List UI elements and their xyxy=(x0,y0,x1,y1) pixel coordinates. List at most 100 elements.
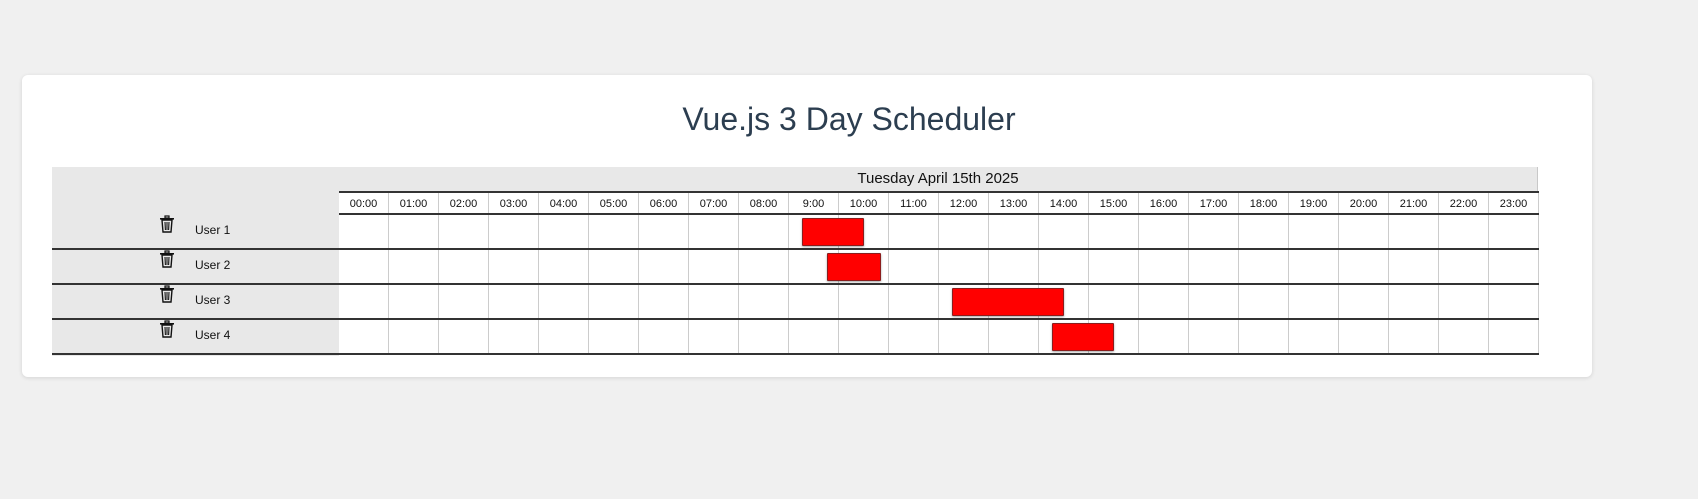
time-slot[interactable] xyxy=(1489,285,1539,318)
time-slot[interactable] xyxy=(1389,320,1439,353)
event-block[interactable] xyxy=(801,218,864,246)
time-slot[interactable] xyxy=(1339,320,1389,353)
time-slot[interactable] xyxy=(1289,285,1339,318)
time-slot[interactable] xyxy=(1339,250,1389,283)
time-slot[interactable] xyxy=(1189,320,1239,353)
time-slot[interactable] xyxy=(439,250,489,283)
time-slot[interactable] xyxy=(489,320,539,353)
time-slot[interactable] xyxy=(1439,320,1489,353)
time-slot[interactable] xyxy=(689,215,739,248)
time-slot[interactable] xyxy=(639,285,689,318)
time-slot[interactable] xyxy=(889,320,939,353)
time-slot[interactable] xyxy=(439,215,489,248)
time-slot[interactable] xyxy=(1089,215,1139,248)
event-block[interactable] xyxy=(951,288,1064,316)
time-slot[interactable] xyxy=(389,215,439,248)
time-slot[interactable] xyxy=(989,250,1039,283)
time-slot[interactable] xyxy=(1039,215,1089,248)
time-slot[interactable] xyxy=(739,215,789,248)
time-slot[interactable] xyxy=(839,215,889,248)
time-slot[interactable] xyxy=(1039,285,1089,318)
time-slot[interactable] xyxy=(339,250,389,283)
time-slot[interactable] xyxy=(1239,250,1289,283)
time-slot[interactable] xyxy=(1439,285,1489,318)
time-slot[interactable] xyxy=(689,250,739,283)
time-slot[interactable] xyxy=(489,215,539,248)
time-slot[interactable] xyxy=(1189,215,1239,248)
time-slot[interactable] xyxy=(589,320,639,353)
time-slot[interactable] xyxy=(889,250,939,283)
time-slot[interactable] xyxy=(1389,215,1439,248)
time-slot[interactable] xyxy=(339,320,389,353)
time-slot[interactable] xyxy=(1489,320,1539,353)
time-slot[interactable] xyxy=(939,250,989,283)
time-slot[interactable] xyxy=(739,285,789,318)
time-slot[interactable] xyxy=(1239,320,1289,353)
time-slot[interactable] xyxy=(639,215,689,248)
trash-icon[interactable] xyxy=(159,320,175,338)
time-slot[interactable] xyxy=(889,215,939,248)
time-slot[interactable] xyxy=(1089,285,1139,318)
time-slot[interactable] xyxy=(839,285,889,318)
time-slot[interactable] xyxy=(1039,250,1089,283)
time-slot[interactable] xyxy=(1089,250,1139,283)
time-slot[interactable] xyxy=(789,285,839,318)
time-slot[interactable] xyxy=(1489,250,1539,283)
time-slot[interactable] xyxy=(1389,285,1439,318)
time-slot[interactable] xyxy=(789,320,839,353)
time-slot[interactable] xyxy=(539,215,589,248)
time-slot[interactable] xyxy=(1139,285,1189,318)
time-slot[interactable] xyxy=(1289,250,1339,283)
event-block[interactable] xyxy=(1051,323,1114,351)
time-slot[interactable] xyxy=(439,320,489,353)
time-slot[interactable] xyxy=(1489,215,1539,248)
time-slot[interactable] xyxy=(689,285,739,318)
time-slot[interactable] xyxy=(539,320,589,353)
time-slot[interactable] xyxy=(539,250,589,283)
time-slot[interactable] xyxy=(739,250,789,283)
time-slot[interactable] xyxy=(489,250,539,283)
time-slot[interactable] xyxy=(589,215,639,248)
time-slot[interactable] xyxy=(1139,215,1189,248)
time-slot[interactable] xyxy=(1339,215,1389,248)
time-slot[interactable] xyxy=(589,285,639,318)
time-slot[interactable] xyxy=(1389,250,1439,283)
time-slot[interactable] xyxy=(1289,215,1339,248)
time-slot[interactable] xyxy=(689,320,739,353)
time-slot[interactable] xyxy=(539,285,589,318)
time-slot[interactable] xyxy=(889,285,939,318)
time-slot[interactable] xyxy=(1239,285,1289,318)
time-slot[interactable] xyxy=(989,215,1039,248)
time-slot[interactable] xyxy=(1189,285,1239,318)
event-block[interactable] xyxy=(826,253,881,281)
time-slot[interactable] xyxy=(1139,250,1189,283)
time-slot[interactable] xyxy=(339,215,389,248)
time-slot[interactable] xyxy=(389,250,439,283)
time-slot[interactable] xyxy=(389,320,439,353)
time-slot[interactable] xyxy=(589,250,639,283)
trash-icon[interactable] xyxy=(159,215,175,233)
time-slot[interactable] xyxy=(989,320,1039,353)
time-slot[interactable] xyxy=(1439,215,1489,248)
time-slot[interactable] xyxy=(639,250,689,283)
time-slot[interactable] xyxy=(1439,250,1489,283)
time-slot[interactable] xyxy=(1189,250,1239,283)
time-slot[interactable] xyxy=(339,285,389,318)
time-slot[interactable] xyxy=(1289,320,1339,353)
time-slot[interactable] xyxy=(939,320,989,353)
time-slot[interactable] xyxy=(739,320,789,353)
time-slot[interactable] xyxy=(389,285,439,318)
time-slot[interactable] xyxy=(1139,320,1189,353)
time-slot[interactable] xyxy=(939,215,989,248)
time-slot[interactable] xyxy=(1239,215,1289,248)
time-slot[interactable] xyxy=(1339,285,1389,318)
trash-icon[interactable] xyxy=(159,250,175,268)
time-slot[interactable] xyxy=(439,285,489,318)
time-slot[interactable] xyxy=(839,320,889,353)
time-slot[interactable] xyxy=(489,285,539,318)
time-slot[interactable] xyxy=(1089,320,1139,353)
user-row: User 2 xyxy=(52,250,1539,285)
time-slot[interactable] xyxy=(639,320,689,353)
time-slot[interactable] xyxy=(839,250,889,283)
trash-icon[interactable] xyxy=(159,285,175,303)
